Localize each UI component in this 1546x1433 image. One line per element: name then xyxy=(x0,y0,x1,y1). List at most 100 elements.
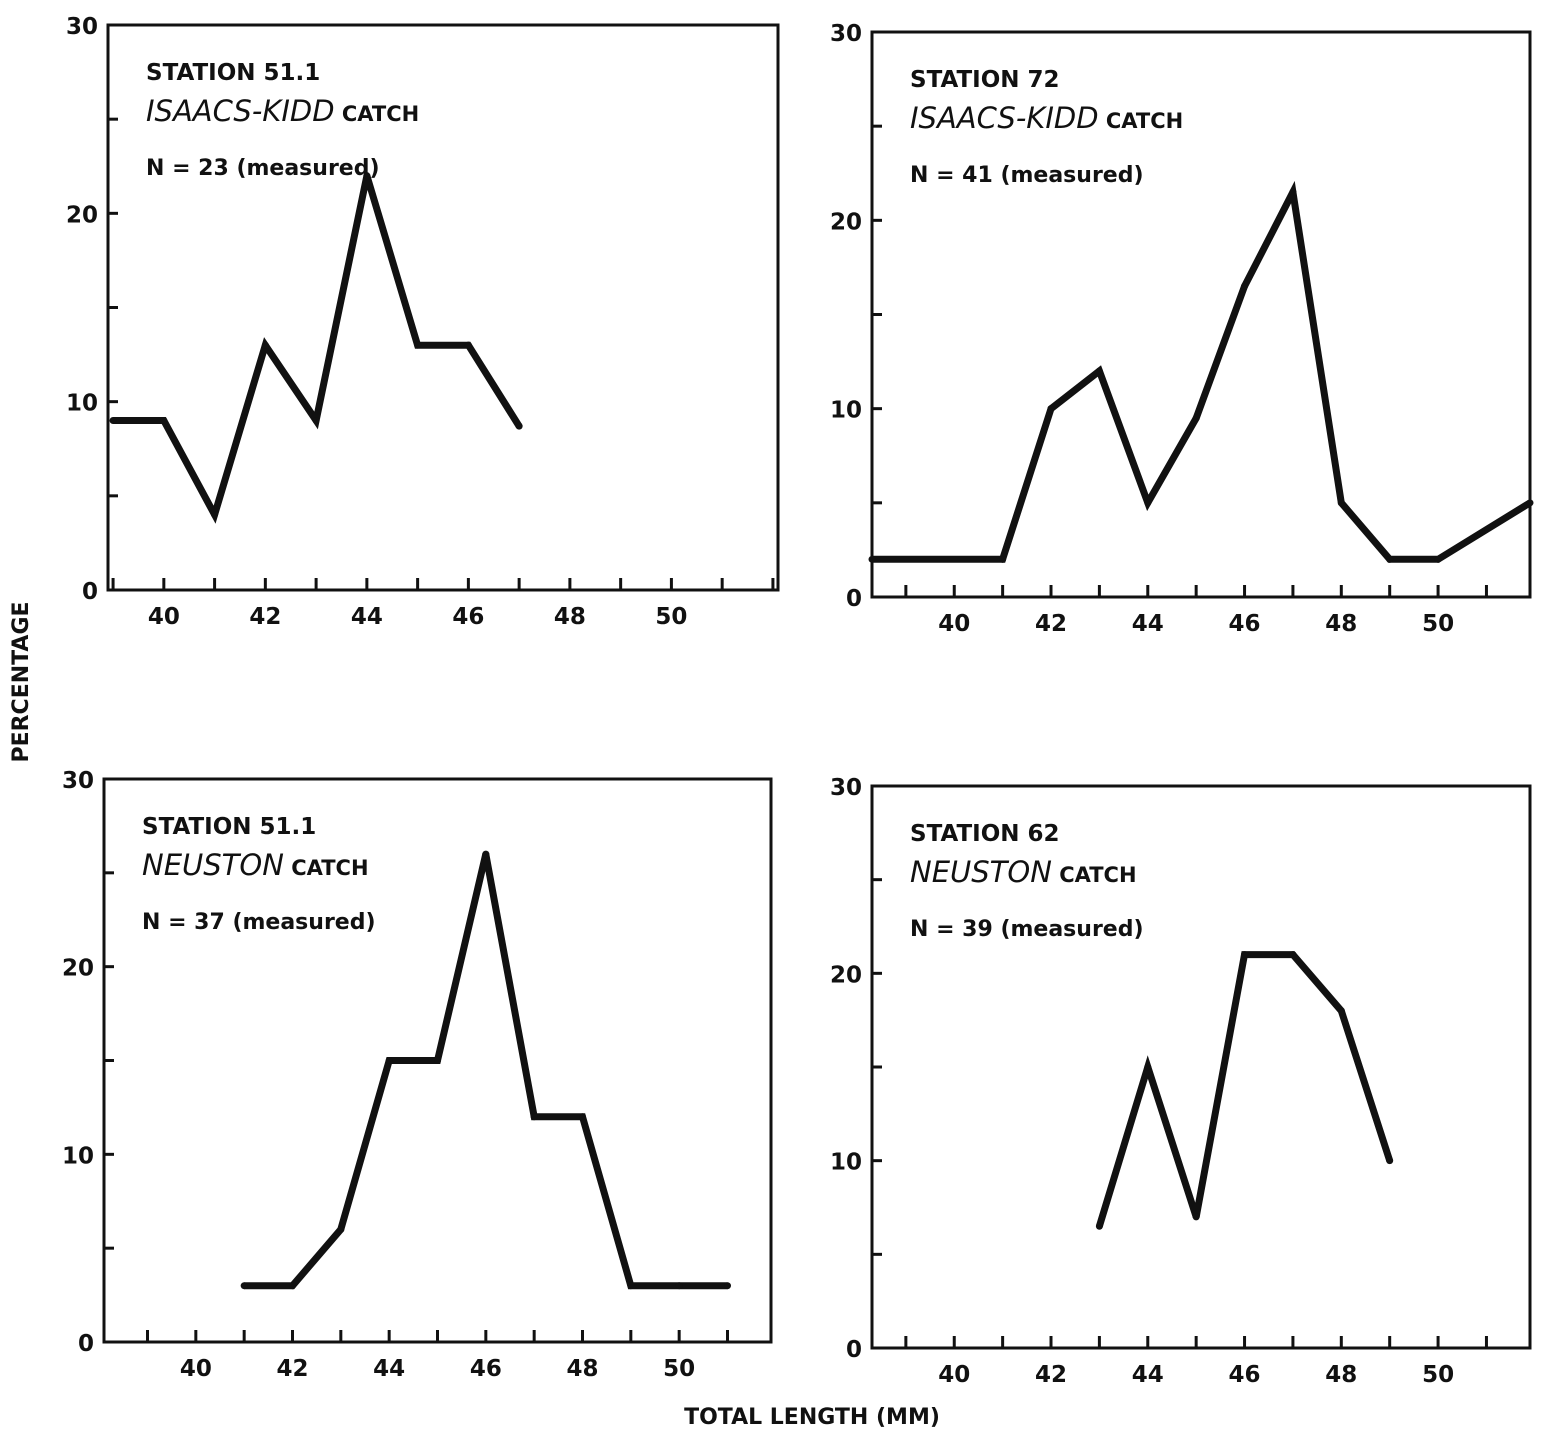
data-point xyxy=(1047,405,1055,413)
data-point xyxy=(1144,1063,1152,1071)
data-point xyxy=(1386,1157,1394,1165)
data-point xyxy=(1289,188,1297,196)
station-label: STATION 62 xyxy=(910,821,1060,847)
catch-word: CATCH xyxy=(1052,863,1137,887)
x-tick-label: 48 xyxy=(566,1356,598,1382)
data-point xyxy=(414,341,422,349)
sample-size-label: N = 41 (measured) xyxy=(910,163,1144,188)
y-tick-label: 0 xyxy=(82,579,98,605)
x-tick-label: 48 xyxy=(1325,1362,1357,1388)
data-point xyxy=(627,1282,635,1290)
data-point xyxy=(240,1282,248,1290)
data-point xyxy=(1289,951,1297,959)
x-tick-label: 42 xyxy=(1035,1362,1067,1388)
data-point xyxy=(363,172,371,180)
data-point xyxy=(530,1113,538,1121)
data-point xyxy=(515,422,523,430)
catch-word: CATCH xyxy=(1099,109,1184,133)
station-label: STATION 51.1 xyxy=(142,814,316,840)
x-tick-label: 50 xyxy=(655,604,687,630)
data-point xyxy=(1337,499,1345,507)
x-tick-label: 46 xyxy=(1229,611,1261,637)
x-tick-label: 46 xyxy=(452,604,484,630)
y-axis-title: PERCENTAGE xyxy=(9,601,34,762)
panel-station-62-neuston: 40 42 44 46 48 50 0 10 20 30 STATION 62 NEUSTON CAT… xyxy=(830,775,1532,1388)
data-point xyxy=(385,1057,393,1064)
x-tick-label: 44 xyxy=(1132,1362,1164,1388)
x-tick-label: 50 xyxy=(663,1356,695,1382)
x-tick-label: 44 xyxy=(1132,611,1164,637)
y-tick-label: 30 xyxy=(62,768,94,794)
catch-word: CATCH xyxy=(335,102,420,126)
station-label: STATION 72 xyxy=(910,67,1060,93)
y-tick-label: 20 xyxy=(830,209,862,235)
data-point xyxy=(675,1282,683,1290)
data-point xyxy=(1241,951,1249,959)
sample-size-label: N = 37 (measured) xyxy=(142,910,376,935)
gear-name: NEUSTON xyxy=(142,848,284,882)
gear-name: NEUSTON xyxy=(910,855,1052,889)
catch-label: ISAACS-KIDD CATCH xyxy=(910,101,1183,135)
catch-label: ISAACS-KIDD CATCH xyxy=(146,94,419,128)
y-tick-label: 10 xyxy=(62,1143,94,1169)
y-tick-label: 30 xyxy=(66,14,98,40)
x-tick-label: 42 xyxy=(249,604,281,630)
x-tick-label: 50 xyxy=(1422,611,1454,637)
catch-label: NEUSTON CATCH xyxy=(142,848,369,882)
y-tick-label: 30 xyxy=(830,21,862,47)
data-point xyxy=(261,341,269,349)
catch-label: NEUSTON CATCH xyxy=(910,855,1137,889)
y-tick-label: 10 xyxy=(830,398,862,424)
panel-station-51-1-isaacs-kidd: 40 42 44 46 48 50 0 10 20 30 STATION 51.1 ISAACS-KI… xyxy=(66,14,780,630)
y-tick-label: 30 xyxy=(830,775,862,801)
x-tick-label: 46 xyxy=(470,1356,502,1382)
x-tick-label: 42 xyxy=(1035,611,1067,637)
x-tick-label: 42 xyxy=(276,1356,308,1382)
data-point xyxy=(211,511,219,519)
series-line xyxy=(872,180,1532,563)
x-tick-label: 48 xyxy=(554,604,586,630)
x-tick-label: 46 xyxy=(1229,1362,1261,1388)
y-tick-label: 20 xyxy=(62,956,94,982)
series-line xyxy=(1096,951,1394,1228)
sample-size-label: N = 39 (measured) xyxy=(910,917,1144,942)
panel-station-72-isaacs-kidd: 40 42 44 46 48 50 0 10 20 30 STATION 72 ISAACS-KIDD… xyxy=(830,21,1534,637)
x-tick-label: 40 xyxy=(180,1356,212,1382)
station-label: STATION 51.1 xyxy=(146,60,320,86)
data-point xyxy=(1337,1007,1345,1015)
x-tick-label: 40 xyxy=(148,604,180,630)
panel-station-51-1-neuston: 40 42 44 46 48 50 0 10 20 30 STATION 51.1 NEUSTON C… xyxy=(62,768,773,1382)
gear-name: ISAACS-KIDD xyxy=(146,94,335,128)
x-tick-label: 40 xyxy=(938,1362,970,1388)
y-tick-label: 0 xyxy=(846,1337,862,1363)
x-axis-title: TOTAL LENGTH (MM) xyxy=(684,1405,940,1430)
data-point xyxy=(434,1057,441,1064)
catch-word: CATCH xyxy=(284,856,369,880)
data-point xyxy=(1241,282,1249,290)
data-point xyxy=(289,1282,296,1290)
x-tick-label: 40 xyxy=(938,611,970,637)
series-line xyxy=(113,174,523,524)
data-point xyxy=(109,417,117,424)
data-point xyxy=(1192,1213,1200,1221)
data-point xyxy=(724,1282,731,1290)
data-point xyxy=(337,1225,345,1233)
y-tick-label: 20 xyxy=(830,962,862,988)
y-tick-label: 0 xyxy=(846,586,862,612)
data-point xyxy=(482,850,490,858)
data-point xyxy=(1144,499,1152,507)
data-point xyxy=(1095,367,1103,375)
data-point xyxy=(1192,414,1200,422)
data-point xyxy=(999,555,1007,563)
data-point xyxy=(464,341,472,349)
data-point xyxy=(868,555,876,563)
sample-size-label: N = 23 (measured) xyxy=(146,156,380,181)
data-point xyxy=(160,417,168,424)
y-tick-label: 20 xyxy=(66,202,98,228)
data-point xyxy=(579,1113,586,1121)
data-point xyxy=(1434,555,1442,563)
x-tick-label: 48 xyxy=(1325,611,1357,637)
chart-panels: 40 42 44 46 48 50 0 10 20 30 STATION 51.1 ISAACS-KI… xyxy=(62,14,1534,1388)
x-tick-label: 44 xyxy=(373,1356,405,1382)
